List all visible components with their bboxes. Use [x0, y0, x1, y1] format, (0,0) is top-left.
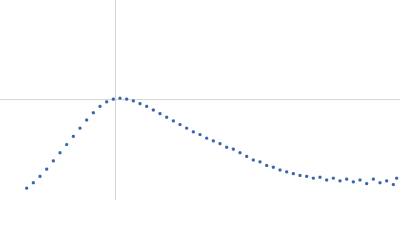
data-point [71, 134, 75, 138]
data-point [311, 176, 315, 180]
data-point [238, 151, 242, 155]
data-point [85, 118, 89, 122]
data-point [91, 111, 95, 115]
data-point [251, 158, 255, 162]
data-point [378, 181, 382, 185]
data-point [371, 177, 375, 181]
data-point [278, 168, 282, 172]
data-point [298, 173, 302, 178]
chart [0, 0, 400, 200]
data-point [45, 167, 49, 171]
data-point [325, 178, 329, 182]
data-point [118, 96, 122, 100]
data-point [231, 147, 235, 151]
data-point [265, 163, 269, 168]
data-point [178, 122, 182, 127]
data-point [58, 151, 62, 155]
data-point [98, 104, 102, 108]
data-point [185, 126, 189, 130]
data-point [395, 176, 399, 180]
data-point [205, 136, 209, 140]
data-point [38, 174, 42, 178]
data-point [145, 104, 149, 108]
data-point [338, 179, 342, 183]
data-point [218, 142, 222, 146]
data-point [191, 130, 195, 134]
data-point [31, 181, 35, 185]
data-point [171, 119, 175, 123]
data-point [151, 108, 155, 112]
data-point [351, 180, 355, 184]
data-point [78, 126, 82, 130]
data-point [245, 154, 249, 158]
data-point [158, 112, 162, 116]
data-point [365, 182, 369, 186]
data-point [51, 159, 55, 163]
data-point [131, 99, 135, 103]
data-point [25, 186, 29, 190]
data-point [198, 132, 202, 137]
data-point [331, 176, 335, 180]
data-point [285, 170, 289, 174]
data-point [271, 165, 275, 169]
data-point [225, 145, 229, 149]
data-point [65, 142, 69, 147]
data-point [305, 174, 309, 178]
data-point [111, 97, 115, 101]
data-point [105, 100, 109, 104]
data-point [318, 175, 322, 179]
data-point [291, 172, 295, 176]
data-point [138, 102, 142, 106]
data-point [258, 160, 262, 164]
data-point [385, 179, 389, 183]
data-point [358, 178, 362, 182]
data-point [211, 139, 215, 143]
data-point [125, 97, 129, 101]
data-point [345, 177, 349, 181]
data-point [391, 182, 395, 187]
data-point [165, 115, 169, 119]
